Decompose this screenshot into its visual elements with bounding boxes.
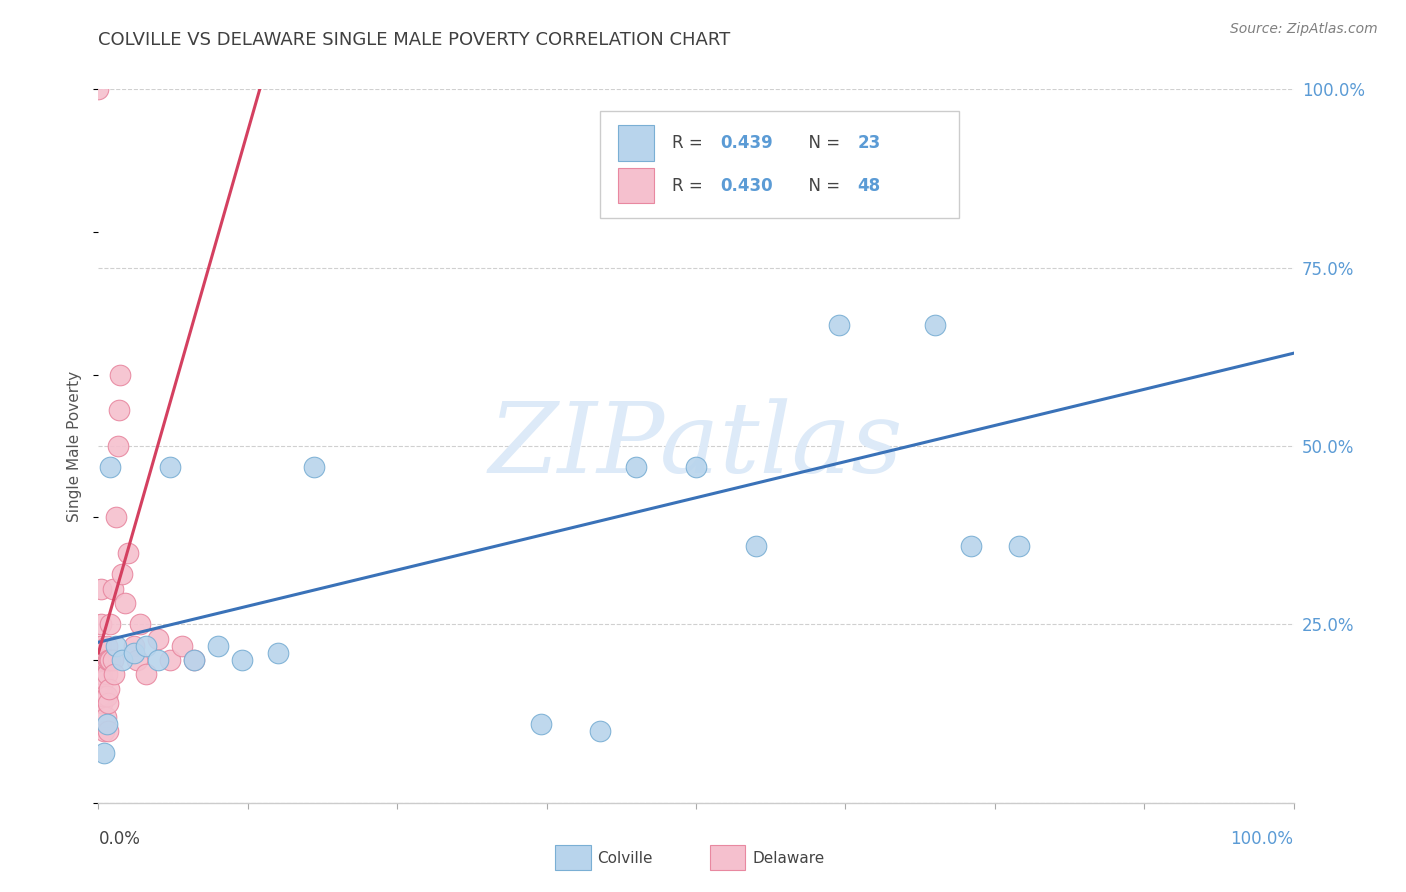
Point	[267, 646, 290, 660]
Point	[98, 460, 122, 475]
Text: 0.439: 0.439	[720, 134, 773, 152]
Point	[89, 653, 111, 667]
Point	[91, 653, 114, 667]
Point	[96, 717, 118, 731]
Point	[96, 639, 118, 653]
Point	[129, 617, 152, 632]
Point	[97, 724, 120, 739]
Point	[97, 653, 120, 667]
Point	[111, 567, 134, 582]
Point	[828, 318, 851, 332]
Point	[589, 724, 612, 739]
Point	[745, 539, 768, 553]
Point	[135, 639, 157, 653]
Point	[91, 667, 114, 681]
Text: N =: N =	[797, 177, 845, 194]
Point	[93, 689, 115, 703]
Point	[89, 667, 111, 681]
Point	[91, 689, 114, 703]
Text: ZIPatlas: ZIPatlas	[489, 399, 903, 493]
Point	[101, 653, 124, 667]
FancyBboxPatch shape	[600, 111, 959, 218]
Point	[159, 653, 181, 667]
Point	[125, 653, 148, 667]
Point	[91, 674, 114, 689]
Text: Source: ZipAtlas.com: Source: ZipAtlas.com	[1230, 22, 1378, 37]
Point	[98, 653, 122, 667]
Point	[91, 653, 114, 667]
Point	[105, 639, 128, 653]
Text: N =: N =	[797, 134, 845, 152]
Bar	[619, 125, 654, 161]
Point	[98, 681, 121, 696]
Point	[94, 710, 117, 724]
Point	[105, 510, 128, 524]
Text: COLVILLE VS DELAWARE SINGLE MALE POVERTY CORRELATION CHART: COLVILLE VS DELAWARE SINGLE MALE POVERTY…	[98, 31, 731, 49]
Point	[107, 439, 129, 453]
Point	[93, 724, 115, 739]
Point	[87, 639, 110, 653]
Text: 100.0%: 100.0%	[1230, 830, 1294, 847]
Point	[114, 596, 136, 610]
Point	[89, 689, 111, 703]
Point	[94, 653, 117, 667]
Point	[183, 653, 205, 667]
Point	[91, 696, 114, 710]
Text: 0.430: 0.430	[720, 177, 772, 194]
Point	[87, 82, 110, 96]
Text: Colville: Colville	[598, 851, 652, 865]
Text: 0.0%: 0.0%	[98, 830, 141, 847]
Point	[98, 653, 121, 667]
Point	[183, 653, 205, 667]
Y-axis label: Single Male Poverty: Single Male Poverty	[67, 370, 83, 522]
Text: 23: 23	[858, 134, 880, 152]
Text: R =: R =	[672, 177, 709, 194]
Point	[111, 653, 134, 667]
Point	[148, 653, 170, 667]
Point	[124, 639, 146, 653]
Text: 48: 48	[858, 177, 880, 194]
Point	[90, 617, 112, 632]
Point	[959, 539, 981, 553]
Point	[90, 639, 112, 653]
Point	[302, 460, 325, 475]
Point	[148, 632, 170, 646]
Point	[1007, 539, 1029, 553]
Point	[107, 403, 129, 417]
Point	[207, 639, 229, 653]
Point	[685, 460, 707, 475]
Point	[98, 617, 122, 632]
Point	[101, 582, 124, 596]
Point	[90, 582, 112, 596]
Point	[626, 460, 648, 475]
Point	[93, 653, 115, 667]
Point	[172, 639, 194, 653]
Point	[108, 368, 131, 382]
Point	[96, 667, 118, 681]
Point	[159, 460, 181, 475]
Bar	[619, 168, 654, 203]
Point	[124, 646, 146, 660]
Point	[924, 318, 946, 332]
Point	[135, 667, 157, 681]
Point	[529, 717, 551, 731]
Point	[87, 653, 110, 667]
Point	[231, 653, 253, 667]
Point	[96, 689, 118, 703]
Point	[117, 546, 139, 560]
Text: Delaware: Delaware	[752, 851, 824, 865]
Point	[97, 696, 120, 710]
Text: R =: R =	[672, 134, 709, 152]
Point	[103, 667, 125, 681]
Point	[93, 746, 115, 760]
